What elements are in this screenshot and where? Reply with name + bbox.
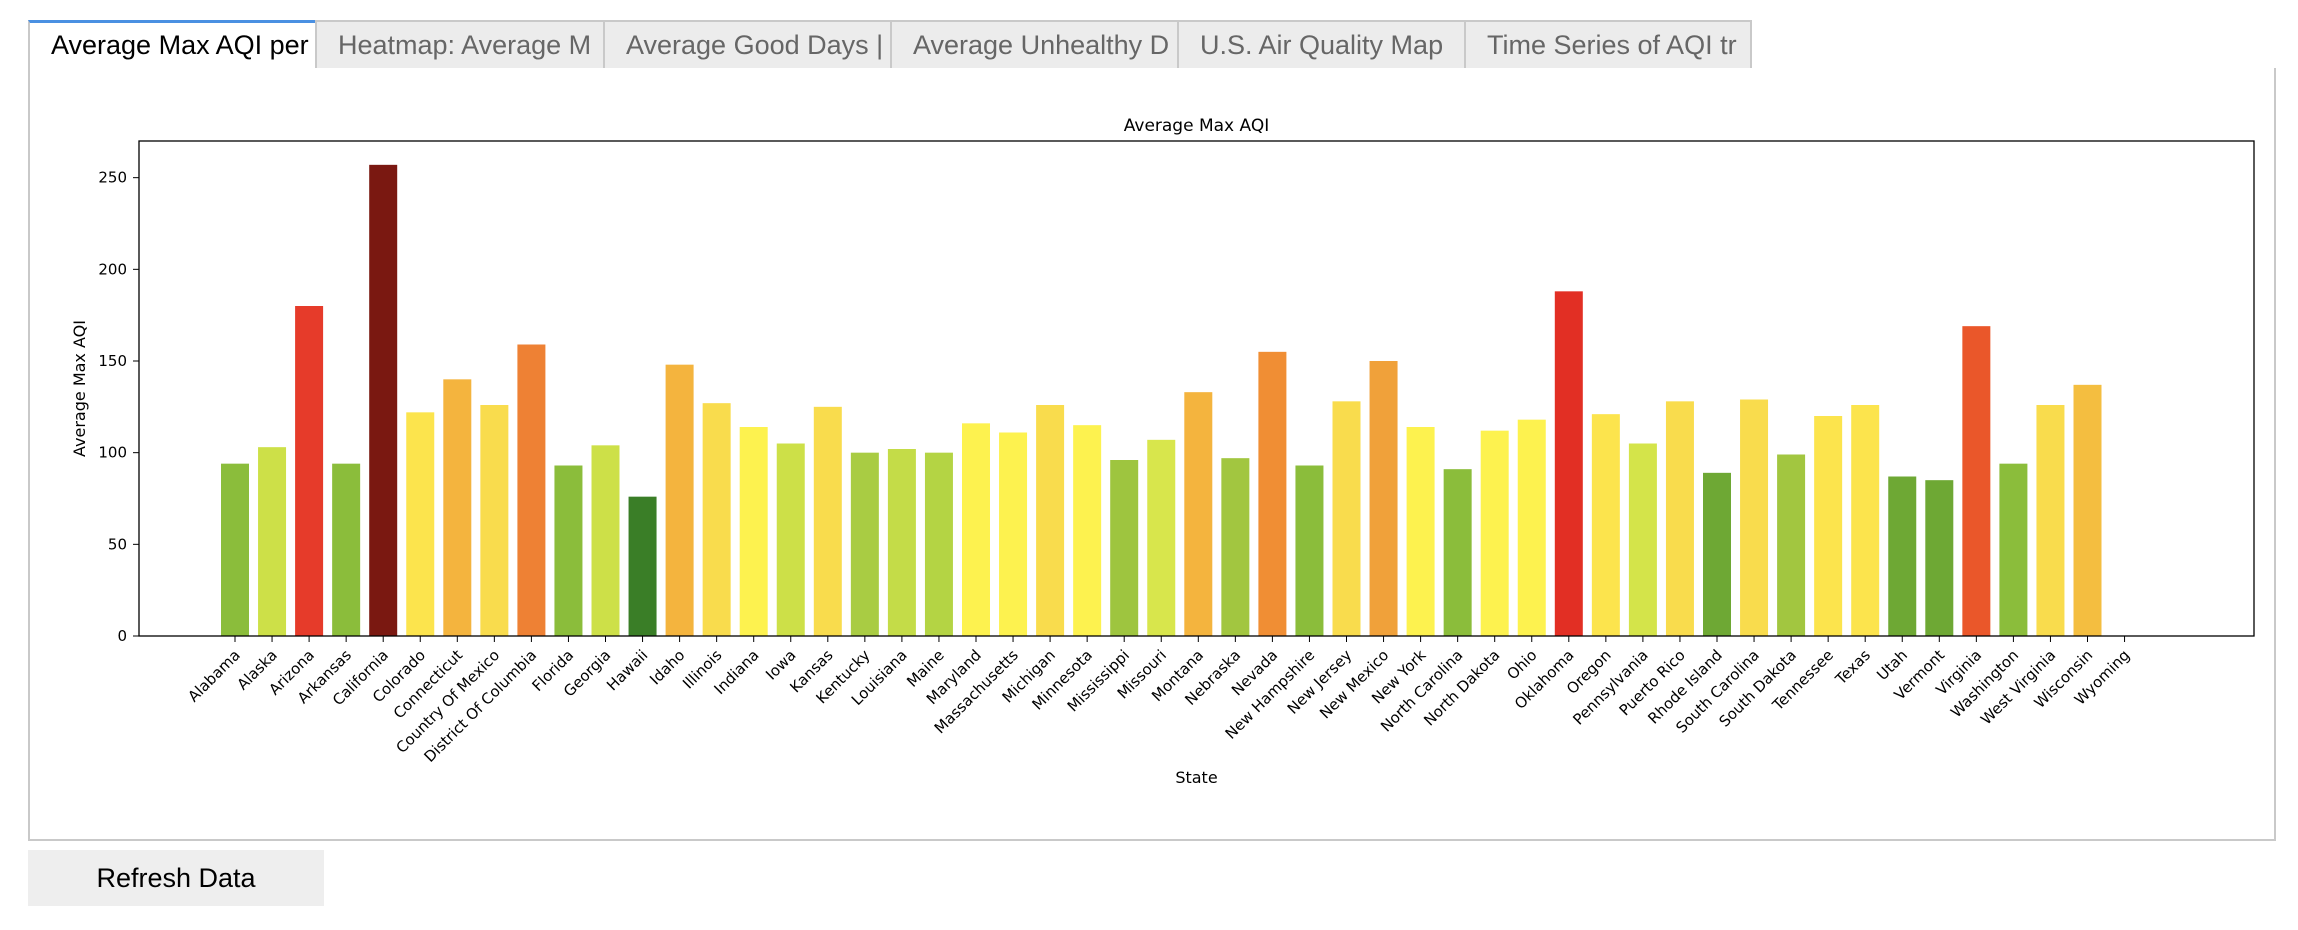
bar-colorado — [406, 412, 435, 636]
bar-ohio — [1517, 419, 1546, 636]
bar-iowa — [776, 443, 805, 636]
tab-heatmap[interactable]: Heatmap: Average M — [315, 20, 603, 70]
bar-utah — [1888, 476, 1917, 636]
axes-frame — [138, 140, 2255, 637]
bar-nevada — [1258, 351, 1287, 636]
bar-connecticut — [443, 379, 472, 636]
bar-new-york — [1406, 427, 1435, 636]
y-tick-label: 0 — [117, 627, 127, 645]
bar-south-carolina — [1740, 399, 1769, 636]
bar-louisiana — [887, 449, 916, 636]
tab-average-good-days[interactable]: Average Good Days | — [603, 20, 890, 70]
bar-maryland — [962, 423, 990, 636]
bar-west-virginia — [2036, 405, 2065, 636]
tab-average-max-aqi[interactable]: Average Max AQI per — [28, 20, 315, 72]
y-tick-label: 250 — [98, 169, 127, 187]
bar-alabama — [221, 463, 249, 636]
bar-new-mexico — [1369, 361, 1398, 636]
bar-arizona — [295, 306, 324, 636]
bar-wisconsin — [2073, 384, 2102, 636]
bar-district-of-columbia — [517, 344, 546, 636]
chart-title: Average Max AQI — [1124, 116, 1270, 136]
bar-tennessee — [1814, 416, 1843, 636]
bar-georgia — [591, 445, 620, 636]
x-tick-label: Texas — [1831, 646, 1874, 689]
bar-oregon — [1591, 414, 1620, 636]
bar-puerto-rico — [1665, 401, 1694, 636]
bar-new-jersey — [1332, 401, 1361, 636]
bar-california — [369, 164, 398, 636]
bar-country-of-mexico — [480, 405, 509, 636]
bar-michigan — [1036, 405, 1065, 636]
tab-average-unhealthy-days[interactable]: Average Unhealthy D — [890, 20, 1177, 70]
y-tick-label: 150 — [98, 352, 127, 370]
bar-kentucky — [850, 452, 879, 636]
bar-washington — [1999, 463, 2028, 636]
bar-hawaii — [628, 496, 657, 636]
bar-vermont — [1925, 480, 1954, 636]
bar-new-hampshire — [1295, 465, 1324, 636]
x-tick-label: Alabama — [184, 646, 243, 705]
bar-nebraska — [1221, 458, 1250, 636]
bar-north-carolina — [1443, 469, 1472, 636]
x-tick-label: Hawaii — [603, 646, 651, 694]
bar-indiana — [739, 427, 768, 636]
bar-chart: Average Max AQIAlabamaAlaskaArizonaArkan… — [70, 116, 2255, 787]
bar-south-dakota — [1777, 454, 1806, 636]
x-axis-label: State — [1175, 768, 1217, 787]
bar-kansas — [813, 406, 842, 636]
tab-us-air-quality-map[interactable]: U.S. Air Quality Map — [1177, 20, 1464, 70]
bar-arkansas — [332, 463, 361, 636]
y-tick-label: 50 — [108, 535, 127, 553]
bar-florida — [554, 465, 583, 636]
bar-alaska — [258, 447, 287, 636]
y-tick-label: 100 — [98, 444, 127, 462]
bar-illinois — [702, 403, 731, 636]
bar-north-dakota — [1480, 430, 1509, 636]
bar-pennsylvania — [1628, 443, 1657, 636]
bar-minnesota — [1073, 425, 1102, 636]
tab-time-series[interactable]: Time Series of AQI tr — [1464, 20, 1752, 70]
refresh-data-button[interactable]: Refresh Data — [28, 850, 324, 906]
y-tick-label: 200 — [98, 260, 127, 278]
bar-oklahoma — [1554, 291, 1583, 636]
bar-mississippi — [1110, 460, 1139, 636]
bar-texas — [1851, 405, 1880, 636]
bar-massachusetts — [999, 432, 1028, 636]
tab-panel: Average Max AQI Alabama Alaska Arizona Arkan… — [28, 68, 2276, 841]
bar-rhode-island — [1703, 472, 1731, 636]
bar-idaho — [665, 364, 694, 636]
bar-virginia — [1962, 326, 1991, 636]
tab-bar: Average Max AQI per Heatmap: Average M A… — [28, 20, 2276, 72]
bar-maine — [924, 452, 953, 636]
y-axis-label: Average Max AQI — [70, 320, 89, 457]
bar-montana — [1184, 392, 1213, 636]
bar-missouri — [1147, 439, 1176, 636]
